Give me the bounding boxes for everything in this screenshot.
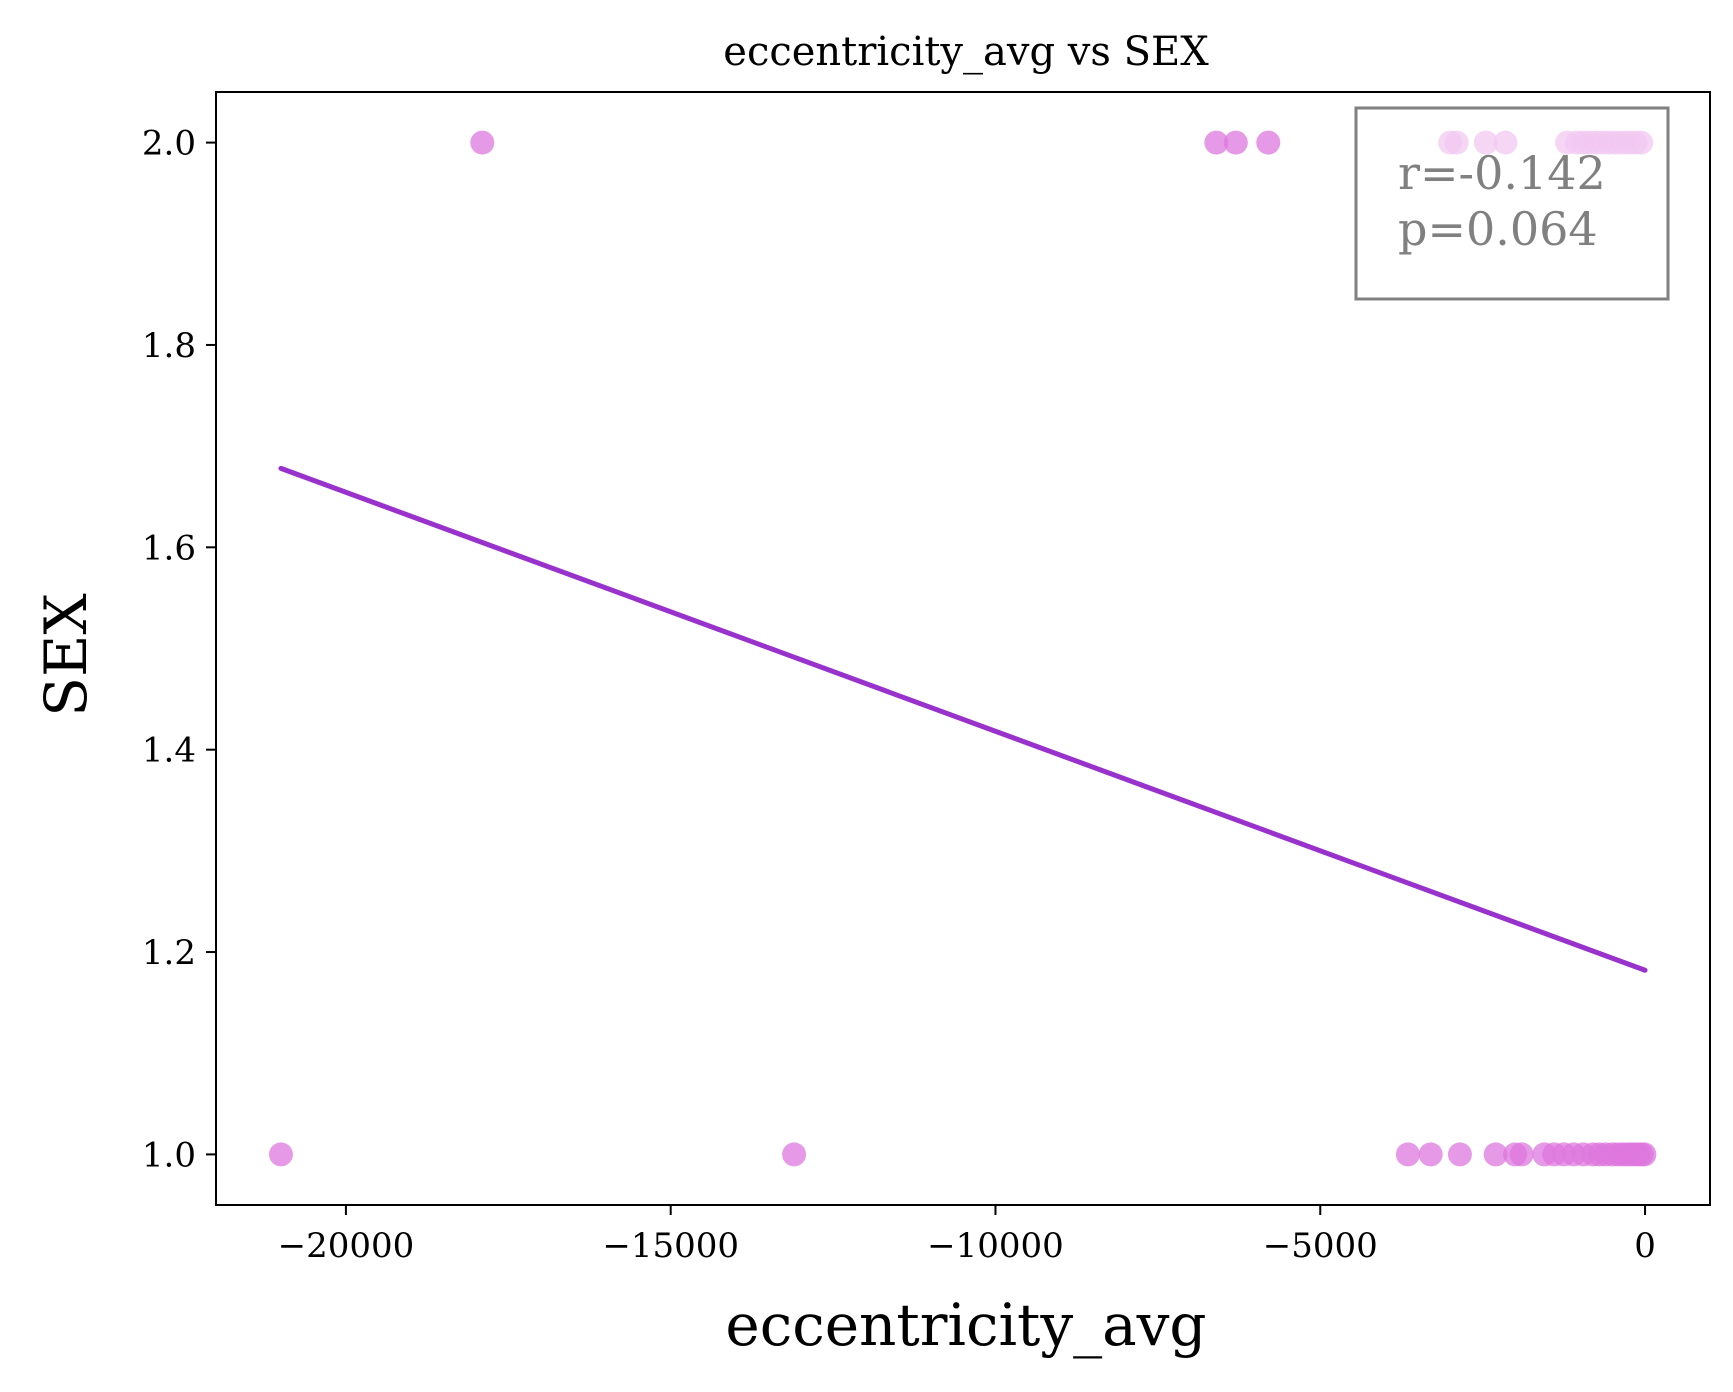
- scatter-point: [1632, 1142, 1657, 1167]
- stats-p-value: p=0.064: [1398, 202, 1598, 256]
- scatter-point: [1204, 130, 1229, 155]
- x-axis-ticks: −20000 −15000 −10000 −5000 0: [278, 1205, 1656, 1266]
- y-tick-label: 1.8: [142, 326, 196, 366]
- scatter-point: [1509, 1142, 1534, 1167]
- chart-title: eccentricity_avg vs SEX: [723, 29, 1209, 75]
- x-tick-label: −15000: [602, 1226, 739, 1266]
- x-tick-label: −5000: [1263, 1226, 1378, 1266]
- y-tick-label: 1.4: [142, 731, 196, 771]
- axes-frame: [215, 91, 1711, 1206]
- y-tick-label: 2.0: [142, 124, 196, 164]
- scatter-point: [1223, 130, 1248, 155]
- stats-box: r=-0.142 p=0.064: [1354, 106, 1670, 301]
- x-tick-label: −10000: [927, 1226, 1064, 1266]
- y-axis-ticks: 1.0 1.2 1.4 1.6 1.8 2.0: [142, 124, 216, 1175]
- y-axis-label: SEX: [32, 593, 100, 717]
- x-tick-label: −20000: [278, 1226, 415, 1266]
- scatter-point: [1395, 1142, 1420, 1167]
- scatter-point: [1418, 1142, 1443, 1167]
- y-tick-label: 1.6: [142, 528, 196, 568]
- x-axis-label: eccentricity_avg: [725, 1291, 1206, 1359]
- y-tick-label: 1.2: [142, 933, 196, 973]
- scatter-point: [1256, 130, 1281, 155]
- scatter-point: [1447, 1142, 1472, 1167]
- stats-box-frame: [1354, 106, 1670, 301]
- scatter-point: [268, 1142, 293, 1167]
- y-tick-label: 1.0: [142, 1135, 196, 1175]
- scatter-point: [470, 130, 495, 155]
- x-tick-label: 0: [1634, 1226, 1656, 1266]
- scatter-point: [782, 1142, 807, 1167]
- stats-r-value: r=-0.142: [1398, 146, 1606, 200]
- scatter-point: [1483, 1142, 1508, 1167]
- regression-line: [278, 465, 1648, 973]
